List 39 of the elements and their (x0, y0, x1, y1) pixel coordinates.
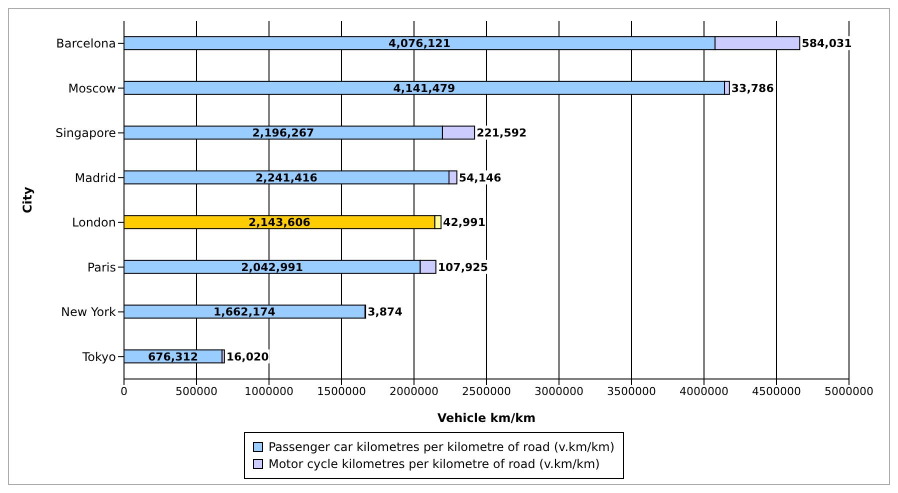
x-tick-label: 2500000 (462, 384, 511, 398)
x-tick-label: 1000000 (244, 384, 294, 398)
y-tick-label: New York (61, 305, 116, 320)
x-axis-title: Vehicle km/km (437, 411, 536, 425)
data-label: 4,076,121 (388, 37, 450, 50)
data-label: 2,241,416 (256, 171, 318, 184)
x-tick-label: 3500000 (607, 384, 656, 398)
x-tick-label: 4000000 (680, 384, 728, 398)
x-tick-label: 4500000 (752, 384, 801, 398)
data-label: 107,925 (438, 260, 488, 274)
data-label: 676,312 (148, 350, 198, 364)
legend-label: Passenger car kilometres per kilometre of road (v.km/km) (268, 440, 615, 454)
y-tick-label: Madrid (74, 170, 116, 185)
data-label: 2,196,267 (252, 126, 314, 140)
data-label: 221,592 (476, 126, 527, 140)
legend-label: Motor cycle kilometres per kilometre of road (v.km/km) (268, 457, 600, 471)
data-label: 16,020 (226, 350, 270, 364)
x-tick-label: 2000000 (390, 384, 438, 398)
data-label: 54,146 (458, 171, 502, 184)
y-tick-label: Moscow (68, 81, 116, 96)
y-tick-label: Tokyo (81, 350, 116, 364)
y-tick-label: London (72, 216, 116, 230)
y-tick-label: Singapore (55, 126, 116, 140)
data-label: 2,143,606 (248, 216, 311, 230)
x-tick-label: 1500000 (317, 384, 366, 398)
data-label: 4,141,479 (393, 82, 456, 95)
x-tick-label: 0 (120, 384, 128, 398)
y-tick-label: Barcelona (56, 36, 116, 51)
x-tick-label: 500000 (176, 384, 218, 398)
data-label: 2,042,991 (241, 260, 304, 274)
data-label: 42,991 (443, 216, 486, 230)
data-label: 33,786 (731, 82, 774, 95)
y-tick-label: Paris (87, 260, 116, 274)
data-label: 1,662,174 (214, 306, 276, 319)
x-tick-label: 3000000 (534, 384, 584, 398)
y-axis-title: City (20, 186, 34, 214)
x-tick-label: 5000000 (824, 384, 874, 398)
data-label: 3,874 (368, 306, 403, 319)
data-label: 584,031 (802, 37, 852, 50)
